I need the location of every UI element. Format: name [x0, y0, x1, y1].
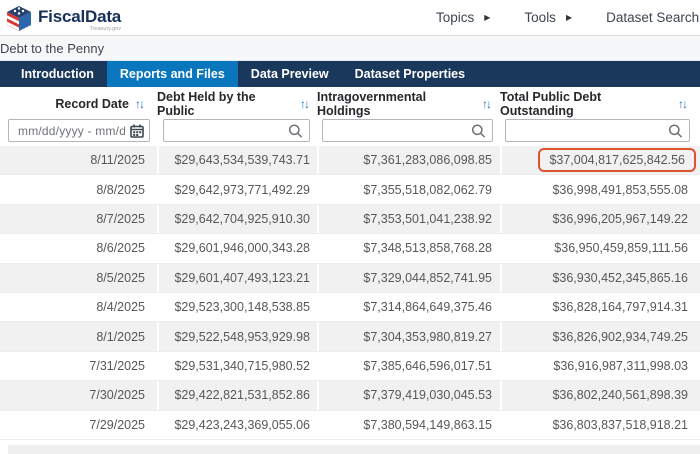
table-row: 8/4/2025 $29,523,300,148,538.85 $7,314,864… — [0, 292, 700, 323]
table-cell: $36,996,205,967,149.22 — [500, 204, 700, 234]
table-cell: $7,348,513,858,768.28 — [317, 234, 500, 263]
table-row: 8/5/2025 $29,601,407,493,123.21 $7,329,044… — [0, 263, 700, 293]
table-row: 8/8/2025 $29,642,973,771,492.29 $7,355,518… — [0, 175, 700, 205]
calendar-icon[interactable] — [130, 124, 144, 138]
table-row: 8/11/2025 $29,643,534,539,743.71 $7,361,28… — [0, 146, 700, 176]
table-cell: $29,523,300,148,538.85 — [157, 292, 317, 322]
logo-subtitle: Treasury.gov — [89, 25, 122, 32]
table-cell: $7,361,283,086,098.85 — [317, 146, 500, 175]
column-header-record-date: Record Date ↑↓ — [0, 97, 157, 111]
search-icon — [288, 123, 303, 138]
intragovernmental-filter-input[interactable] — [322, 119, 493, 142]
table-row: 8/1/2025 $29,522,548,953,929.98 $7,304,353… — [0, 322, 700, 352]
table-cell: $29,642,704,925,910.30 — [157, 204, 317, 234]
table-cell: $36,998,491,853,555.08 — [500, 175, 700, 204]
nav-label: Topics — [436, 10, 475, 25]
table-cell: $36,802,240,561,898.39 — [500, 381, 700, 410]
table-cell: $7,355,518,082,062.79 — [317, 175, 500, 204]
column-header-total-public-debt: Total Public Debt Outstanding ↑↓ — [500, 90, 700, 118]
nav-label: Tools — [524, 10, 556, 25]
table-cell: $7,380,594,149,863.15 — [317, 410, 500, 439]
table-cell: 8/7/2025 — [96, 211, 145, 226]
search-icon — [668, 123, 683, 138]
sort-icon[interactable]: ↑↓ — [300, 97, 310, 111]
column-label: Intragovernmental Holdings — [317, 90, 427, 118]
table-cell: $36,950,459,859,111.56 — [500, 234, 700, 263]
column-label: Record Date — [55, 97, 129, 111]
table-cell: $36,916,987,311,998.03 — [500, 351, 700, 381]
nav-label: Dataset Search — [606, 10, 700, 25]
table-cell: $29,522,548,953,929.98 — [157, 322, 317, 351]
table-cell: $29,643,534,539,743.71 — [157, 146, 317, 175]
column-header-intragovernmental-holdings: Intragovernmental Holdings ↑↓ — [317, 90, 500, 118]
logo-title: FiscalData — [38, 6, 122, 26]
tab-data-preview[interactable]: Data Preview — [250, 67, 329, 81]
fiscaldata-logo[interactable]: FiscalData Treasury.gov — [0, 4, 121, 32]
breadcrumb: Debt to the Penny — [0, 40, 105, 56]
breadcrumb-bar: Debt to the Penny — [0, 36, 700, 61]
total-debt-filter-input[interactable] — [505, 119, 690, 142]
table-cell: 7/31/2025 — [89, 358, 145, 373]
table-cell: 8/8/2025 — [96, 182, 145, 197]
sort-icon[interactable]: ↑↓ — [678, 97, 688, 111]
tab-dataset-properties[interactable]: Dataset Properties — [354, 67, 466, 81]
top-navigation: Topics ▶ Tools ▶ Dataset Search Res — [436, 0, 700, 35]
column-label: Total Public Debt Outstanding — [500, 90, 602, 118]
table-cell: $7,329,044,852,741.95 — [317, 263, 500, 292]
table-cell: 8/5/2025 — [96, 270, 145, 285]
table-row: 7/29/2025 $29,423,243,369,055.06 $7,380,59… — [0, 410, 700, 440]
table-cell: $36,828,164,797,914.31 — [500, 292, 700, 322]
table-cell: 8/6/2025 — [96, 241, 145, 256]
column-label: Debt Held by the Public — [157, 90, 256, 118]
tab-introduction[interactable]: Introduction — [21, 67, 94, 81]
nav-item-tools[interactable]: Tools ▶ — [524, 10, 572, 25]
table-cell: $29,423,243,369,055.06 — [157, 410, 317, 439]
top-header-bar: FiscalData Treasury.gov Topics ▶ Tools ▶… — [0, 0, 700, 36]
dataset-tab-bar: Introduction Reports and Files Data Prev… — [0, 61, 700, 87]
page-section-below-table — [8, 444, 700, 454]
table-cell: 7/29/2025 — [89, 417, 145, 432]
table-cell: 7/30/2025 — [89, 388, 145, 403]
table-header-row: Record Date ↑↓ Debt Held by the Public ↑… — [0, 90, 700, 118]
table-cell: $7,304,353,980,819.27 — [317, 322, 500, 351]
search-icon — [471, 123, 486, 138]
table-cell: $29,642,973,771,492.29 — [157, 175, 317, 204]
table-cell: 8/4/2025 — [96, 300, 145, 315]
table-cell: $7,385,646,596,017.51 — [317, 351, 500, 381]
debt-held-filter-input[interactable] — [163, 119, 310, 142]
tab-reports-and-files[interactable]: Reports and Files — [106, 61, 238, 87]
sort-icon[interactable]: ↑↓ — [135, 97, 145, 111]
table-cell: $29,601,407,493,123.21 — [157, 263, 317, 292]
table-row: 8/7/2025 $29,642,704,925,910.30 $7,353,501… — [0, 204, 700, 235]
table-row: 7/30/2025 $29,422,821,531,852.86 $7,379,41… — [0, 381, 700, 411]
table-row: 7/31/2025 $29,531,340,715,980.52 $7,385,64… — [0, 351, 700, 382]
table-cell: $36,803,837,518,918.21 — [500, 410, 700, 439]
column-header-debt-held-by-public: Debt Held by the Public ↑↓ — [157, 90, 317, 118]
table-row: 8/6/2025 $29,601,946,000,343.28 $7,348,513… — [0, 234, 700, 264]
table-cell: $36,826,902,934,749.25 — [500, 322, 700, 351]
nav-item-dataset-search[interactable]: Dataset Search — [606, 10, 699, 25]
table-filter-row — [0, 115, 700, 146]
sort-icon[interactable]: ↑↓ — [482, 97, 492, 111]
fiscaldata-logo-icon — [5, 4, 33, 32]
table-cell: $7,379,419,030,045.53 — [317, 381, 500, 410]
nav-item-topics[interactable]: Topics ▶ — [436, 10, 490, 25]
table-cell: $36,930,452,345,865.16 — [500, 263, 700, 292]
table-cell: $37,004,817,625,842.56 — [500, 146, 700, 175]
table-body: 8/11/2025 $29,643,534,539,743.71 $7,361,28… — [0, 146, 700, 440]
table-cell: $29,531,340,715,980.52 — [157, 351, 317, 381]
highlighted-cell-value: $37,004,817,625,842.56 — [538, 148, 696, 173]
table-cell: $7,314,864,649,375.46 — [317, 292, 500, 322]
caret-right-icon: ▶ — [484, 12, 491, 22]
record-date-filter-input[interactable] — [8, 119, 150, 142]
table-cell: 8/11/2025 — [90, 153, 145, 168]
table-cell: 8/1/2025 — [96, 329, 145, 344]
table-cell: $29,422,821,531,852.86 — [157, 381, 317, 410]
caret-right-icon: ▶ — [565, 12, 573, 22]
table-cell: $29,601,946,000,343.28 — [157, 234, 317, 263]
table-cell: $7,353,501,041,238.92 — [317, 204, 500, 234]
